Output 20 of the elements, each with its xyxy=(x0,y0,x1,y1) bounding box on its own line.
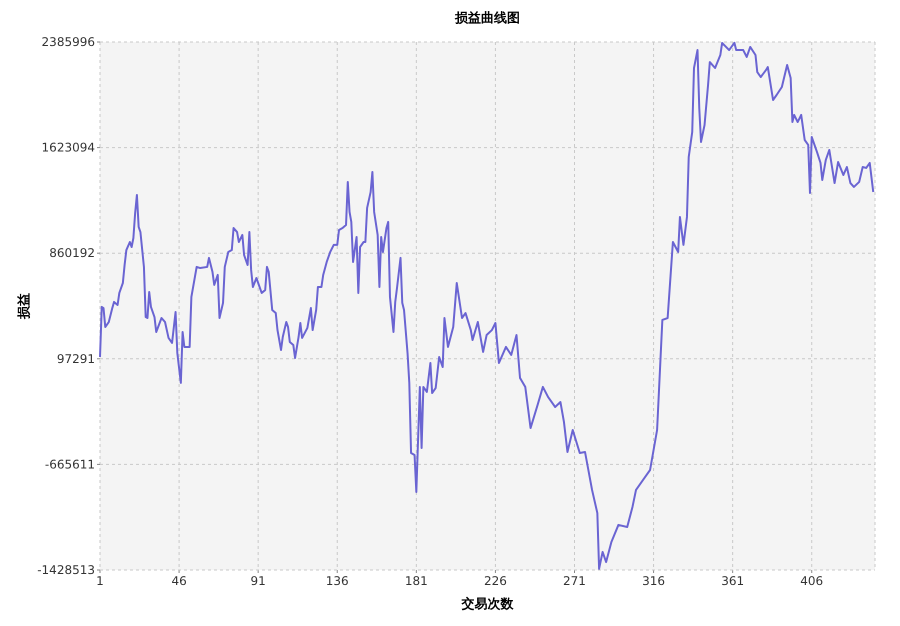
x-tick-label: 1 xyxy=(96,574,104,588)
x-tick-label: 316 xyxy=(642,574,666,588)
line-series xyxy=(99,42,874,570)
chart-title: 损益曲线图 xyxy=(454,11,520,26)
y-tick-label: 97291 xyxy=(56,352,95,366)
x-tick-label: 136 xyxy=(326,574,349,588)
x-tick-label: 91 xyxy=(250,574,266,588)
x-tick-label: 406 xyxy=(800,574,824,588)
y-tick-label: -665611 xyxy=(44,457,95,472)
x-axis-title: 交易次数 xyxy=(460,596,514,612)
y-tick-label: 860192 xyxy=(49,246,95,260)
x-tick-label: 46 xyxy=(171,574,187,588)
y-tick-label: -1428513 xyxy=(37,563,95,577)
x-tick-label: 181 xyxy=(404,574,428,588)
x-tick-label: 361 xyxy=(721,574,744,588)
x-tick-label: 271 xyxy=(563,574,586,588)
x-tick-label: 226 xyxy=(484,574,507,588)
y-axis-title: 损益 xyxy=(17,293,32,320)
y-tick-label: 2385996 xyxy=(42,35,95,49)
y-tick-label: 1623094 xyxy=(42,140,95,155)
